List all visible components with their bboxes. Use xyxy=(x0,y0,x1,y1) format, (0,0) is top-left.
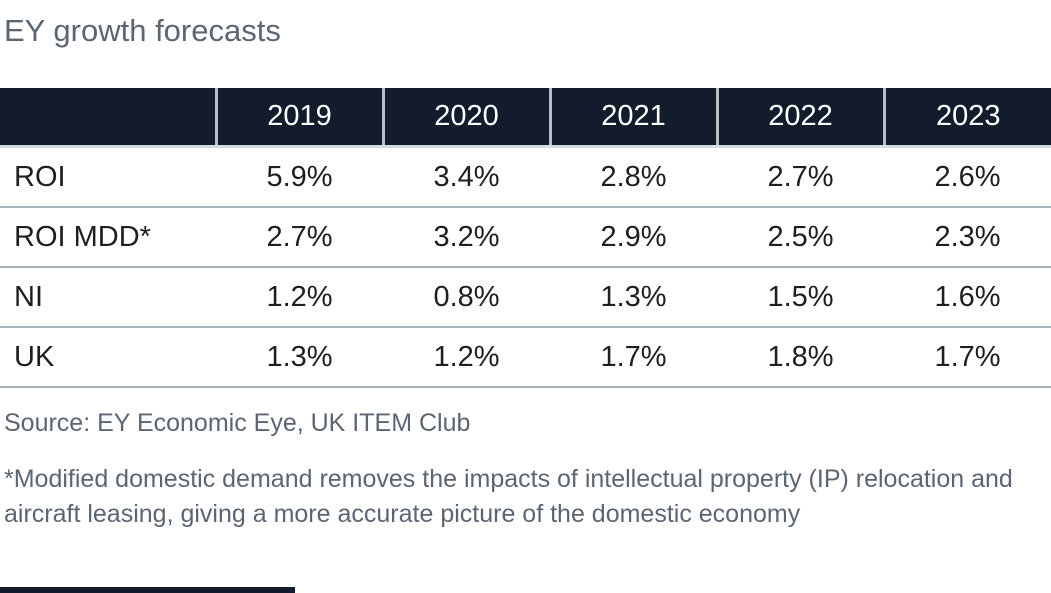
table-row: NI 1.2% 0.8% 1.3% 1.5% 1.6% xyxy=(0,267,1051,328)
cell-value: 1.5% xyxy=(717,267,884,328)
cell-value: 2.9% xyxy=(550,207,717,268)
cell-value: 1.7% xyxy=(884,327,1051,388)
header-cell-2022: 2022 xyxy=(715,88,884,148)
row-label-ni: NI xyxy=(0,267,216,328)
cell-value: 5.9% xyxy=(216,146,383,208)
cell-value: 3.2% xyxy=(383,207,550,268)
header-cell-2021: 2021 xyxy=(548,88,717,148)
header-cell-2020: 2020 xyxy=(381,88,550,148)
table-row: ROI MDD* 2.7% 3.2% 2.9% 2.5% 2.3% xyxy=(0,207,1051,268)
cell-value: 3.4% xyxy=(383,146,550,208)
cell-value: 2.5% xyxy=(717,207,884,268)
table-header-row: 2019 2020 2021 2022 2023 xyxy=(0,88,1051,148)
bottom-accent-bar xyxy=(0,587,295,593)
cell-value: 1.7% xyxy=(550,327,717,388)
header-cell-2019: 2019 xyxy=(214,88,383,148)
footnote-text: *Modified domestic demand removes the im… xyxy=(4,465,1013,528)
cell-value: 1.3% xyxy=(550,267,717,328)
cell-value: 2.7% xyxy=(216,207,383,268)
cell-value: 1.8% xyxy=(717,327,884,388)
cell-value: 2.8% xyxy=(550,146,717,208)
row-label-uk: UK xyxy=(0,327,216,388)
cell-value: 2.7% xyxy=(717,146,884,208)
cell-value: 1.2% xyxy=(383,327,550,388)
source-text: Source: EY Economic Eye, UK ITEM Club xyxy=(4,409,471,437)
cell-value: 2.3% xyxy=(884,207,1051,268)
table-row: UK 1.3% 1.2% 1.7% 1.8% 1.7% xyxy=(0,327,1051,388)
page-title: EY growth forecasts xyxy=(4,13,281,48)
cell-value: 1.3% xyxy=(216,327,383,388)
cell-value: 0.8% xyxy=(383,267,550,328)
cell-value: 1.2% xyxy=(216,267,383,328)
header-cell-2023: 2023 xyxy=(882,88,1051,148)
growth-forecast-table: 2019 2020 2021 2022 2023 ROI 5.9% 3.4% 2… xyxy=(0,88,1051,388)
header-cell-blank xyxy=(0,88,216,148)
row-label-roi: ROI xyxy=(0,146,216,208)
cell-value: 1.6% xyxy=(884,267,1051,328)
cell-value: 2.6% xyxy=(884,146,1051,208)
table-row: ROI 5.9% 3.4% 2.8% 2.7% 2.6% xyxy=(0,146,1051,208)
row-label-roi-mdd: ROI MDD* xyxy=(0,207,216,268)
